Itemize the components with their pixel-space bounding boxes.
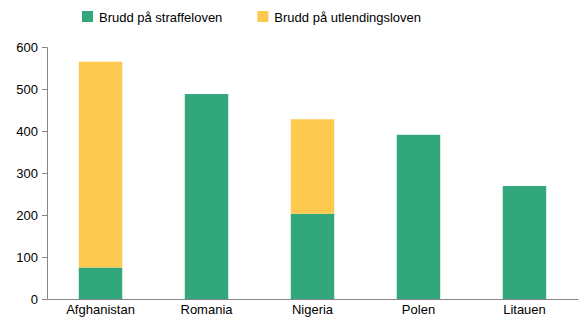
y-tick-mark (42, 257, 47, 258)
bar (79, 268, 122, 300)
x-tick-label: Romania (180, 302, 233, 317)
x-tick-label: Litauen (503, 302, 546, 317)
chart: 0 100 200 300 400 500 600 Afghanistan Romania Nig… (0, 0, 586, 332)
legend-swatch (82, 11, 93, 22)
y-tick: 0 (31, 292, 47, 307)
y-tick: 600 (16, 40, 47, 55)
y-tick-mark (42, 215, 47, 216)
x-tick-label: Polen (402, 302, 435, 317)
bar (397, 134, 440, 135)
y-tick-label: 500 (16, 82, 38, 97)
y-tick-mark (42, 47, 47, 48)
y-tick-label: 600 (16, 40, 38, 55)
y-tick-mark (42, 299, 47, 300)
y-tick: 100 (16, 250, 47, 265)
x-tick: Afghanistan (66, 302, 135, 317)
y-tick-label: 300 (16, 166, 38, 181)
bar (185, 94, 228, 299)
x-tick: Litauen (503, 302, 546, 317)
x-tick: Romania (180, 302, 233, 317)
bar (503, 186, 546, 187)
series-bars (79, 94, 546, 299)
bar (291, 214, 334, 299)
y-tick-mark (42, 173, 47, 174)
bar (185, 94, 228, 95)
legend-item: Brudd på utlendingsloven (257, 10, 421, 25)
legend: Brudd på straffeloven Brudd på utlendings… (82, 10, 421, 25)
y-tick-mark (42, 89, 47, 90)
series-bars (79, 62, 334, 268)
y-tick-label: 0 (31, 292, 38, 307)
y-tick: 300 (16, 166, 47, 181)
x-axis-line (48, 299, 579, 300)
y-tick-label: 400 (16, 124, 38, 139)
y-tick-label: 100 (16, 250, 38, 265)
legend-swatch (257, 11, 268, 22)
bar (397, 135, 440, 299)
y-tick: 200 (16, 208, 47, 223)
plot: 0 100 200 300 400 500 600 Afghanistan Romania Nig… (16, 40, 578, 318)
bar (503, 186, 546, 299)
x-tick-label: Afghanistan (66, 302, 135, 317)
x-tick-label: Nigeria (292, 302, 334, 317)
y-tick: 400 (16, 124, 47, 139)
y-tick-mark (42, 131, 47, 132)
bar (291, 119, 334, 213)
y-tick: 500 (16, 82, 47, 97)
bars (79, 62, 546, 299)
y-axis-line (42, 48, 48, 300)
legend-label: Brudd på straffeloven (99, 10, 222, 25)
x-axis: Afghanistan Romania Nigeria Polen Litauen (48, 300, 579, 318)
legend-item: Brudd på straffeloven (82, 10, 222, 25)
legend-label: Brudd på utlendingsloven (274, 10, 421, 25)
y-tick-label: 200 (16, 208, 38, 223)
x-tick: Polen (402, 302, 435, 317)
y-axis: 0 100 200 300 400 500 600 (16, 40, 47, 307)
bar (79, 62, 122, 268)
x-tick: Nigeria (292, 302, 334, 317)
